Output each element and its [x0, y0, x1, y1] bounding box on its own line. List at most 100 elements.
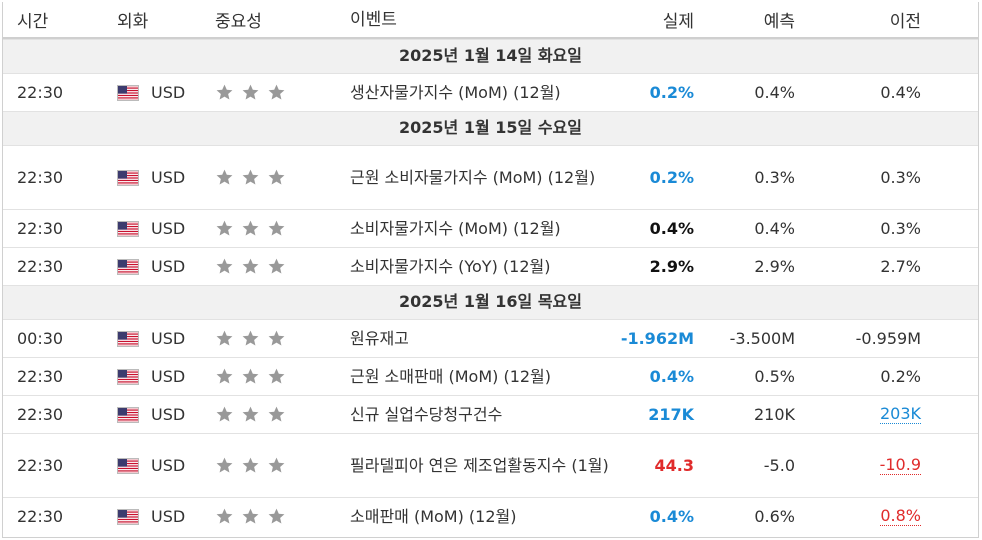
currency-cell: USD [117, 74, 207, 111]
forecast-value: 0.5% [754, 367, 795, 386]
event-cell: 원유재고 [350, 320, 620, 357]
currency-cell: USD [117, 146, 207, 209]
star-icon [241, 329, 260, 348]
us-flag-icon [117, 220, 139, 237]
event-cell: 소비자물가지수 (YoY) (12월) [350, 248, 620, 285]
actual-value: 0.2% [649, 83, 694, 102]
star-icon [267, 456, 286, 475]
table-row[interactable]: 22:30 USD 근원 소비자물가지수 (MoM) (12월) 0.2% 0.3% 0.… [3, 145, 978, 209]
currency-cell: USD [117, 248, 207, 285]
previous-value[interactable]: -10.9 [879, 455, 921, 475]
currency-cell: USD [117, 320, 207, 357]
star-icon [267, 405, 286, 424]
header-time[interactable]: 시간 [17, 12, 49, 32]
header-forecast[interactable]: 예측 [763, 12, 795, 32]
table-row[interactable]: 22:30 USD 소비자물가지수 (YoY) (12월) 2.9% 2.9% 2.7% [3, 247, 978, 285]
event-time: 22:30 [17, 367, 64, 386]
us-flag-icon [117, 330, 139, 347]
table-row[interactable]: 22:30 USD 소비자물가지수 (MoM) (12월) 0.4% 0.4% 0.3% [3, 209, 978, 247]
event-name-link[interactable]: 소비자물가지수 (YoY) (12월) [350, 256, 551, 276]
currency-cell: USD [117, 210, 207, 247]
previous-value: -0.959M [855, 329, 921, 348]
us-flag-icon [117, 406, 139, 423]
table-row[interactable]: 22:30 USD 소매판매 (MoM) (12월) 0.4% 0.6% 0.8% [3, 497, 978, 535]
actual-value: 0.2% [649, 168, 694, 187]
event-name-link[interactable]: 근원 소매판매 (MoM) (12월) [350, 366, 552, 386]
star-icon [215, 257, 234, 276]
star-icon [267, 367, 286, 386]
currency-cell: USD [117, 396, 207, 433]
currency-code: USD [151, 219, 186, 238]
event-name-link[interactable]: 소비자물가지수 (MoM) (12월) [350, 218, 561, 238]
table-row[interactable]: 00:30 USD 원유재고 -1.962M -3.500M -0.959M [3, 319, 978, 357]
currency-cell: USD [117, 434, 207, 497]
date-row: 2025년 1월 16일 목요일 [3, 285, 978, 319]
star-icon [215, 83, 234, 102]
table-row[interactable]: 22:30 USD 신규 실업수당청구건수 217K 210K 203K [3, 395, 978, 433]
star-icon [215, 507, 234, 526]
previous-value: 2.7% [880, 257, 921, 276]
event-name-link[interactable]: 원유재고 [350, 328, 409, 348]
previous-cell: 0.3% [803, 210, 921, 247]
us-flag-icon [117, 508, 139, 525]
event-time: 00:30 [17, 329, 64, 348]
forecast-value: 0.6% [754, 507, 795, 526]
currency-cell: USD [117, 498, 207, 535]
currency-code: USD [151, 257, 186, 276]
event-name-link[interactable]: 필라델피아 연은 제조업활동지수 (1월) [350, 455, 609, 475]
table-row[interactable]: 22:30 USD 생산자물가지수 (MoM) (12월) 0.2% 0.4% 0.4% [3, 73, 978, 111]
currency-code: USD [151, 168, 186, 187]
star-icon [267, 507, 286, 526]
us-flag-icon [117, 258, 139, 275]
table-header: 시간 외화 중요성 이벤트 실제 예측 이전 [3, 2, 978, 39]
event-time: 22:30 [17, 405, 64, 424]
importance-stars [215, 358, 315, 395]
table-row[interactable]: 22:30 USD 필라델피아 연은 제조업활동지수 (1월) 44.3 -5.0 -10… [3, 433, 978, 497]
star-icon [241, 456, 260, 475]
star-icon [267, 219, 286, 238]
previous-value[interactable]: 0.8% [880, 506, 921, 526]
header-importance[interactable]: 중요성 [215, 12, 262, 32]
currency-code: USD [151, 405, 186, 424]
event-time: 22:30 [17, 257, 64, 276]
header-currency[interactable]: 외화 [117, 12, 149, 32]
header-previous[interactable]: 이전 [889, 12, 921, 32]
table-row[interactable]: 22:30 USD 근원 소매판매 (MoM) (12월) 0.4% 0.5% 0.2% [3, 357, 978, 395]
star-icon [215, 405, 234, 424]
importance-stars [215, 320, 315, 357]
event-name-link[interactable]: 소매판매 (MoM) (12월) [350, 506, 517, 526]
table-body: 2025년 1월 14일 화요일 22:30 USD 생산자물가지수 (MoM) (1… [3, 39, 978, 535]
us-flag-icon [117, 84, 139, 101]
star-icon [241, 405, 260, 424]
star-icon [215, 219, 234, 238]
star-icon [267, 329, 286, 348]
event-cell: 근원 소비자물가지수 (MoM) (12월) [350, 146, 620, 209]
importance-stars [215, 248, 315, 285]
event-time: 22:30 [17, 507, 64, 526]
previous-cell: 0.8% [803, 498, 921, 535]
actual-value: 0.4% [649, 507, 694, 526]
actual-value: 0.4% [649, 219, 694, 238]
currency-code: USD [151, 367, 186, 386]
header-event[interactable]: 이벤트 [350, 9, 397, 30]
previous-value[interactable]: 203K [879, 404, 921, 424]
header-actual[interactable]: 실제 [662, 12, 694, 32]
event-cell: 생산자물가지수 (MoM) (12월) [350, 74, 620, 111]
event-time: 22:30 [17, 168, 64, 187]
star-icon [215, 329, 234, 348]
actual-value: 44.3 [654, 456, 694, 475]
star-icon [267, 257, 286, 276]
currency-code: USD [151, 507, 186, 526]
event-name-link[interactable]: 근원 소비자물가지수 (MoM) (12월) [350, 167, 596, 187]
event-time: 22:30 [17, 456, 64, 475]
currency-code: USD [151, 83, 186, 102]
event-name-link[interactable]: 신규 실업수당청구건수 [350, 404, 503, 424]
us-flag-icon [117, 169, 139, 186]
previous-cell: 0.3% [803, 146, 921, 209]
currency-code: USD [151, 456, 186, 475]
importance-stars [215, 210, 315, 247]
star-icon [267, 83, 286, 102]
currency-cell: USD [117, 358, 207, 395]
us-flag-icon [117, 457, 139, 474]
event-name-link[interactable]: 생산자물가지수 (MoM) (12월) [350, 82, 561, 102]
